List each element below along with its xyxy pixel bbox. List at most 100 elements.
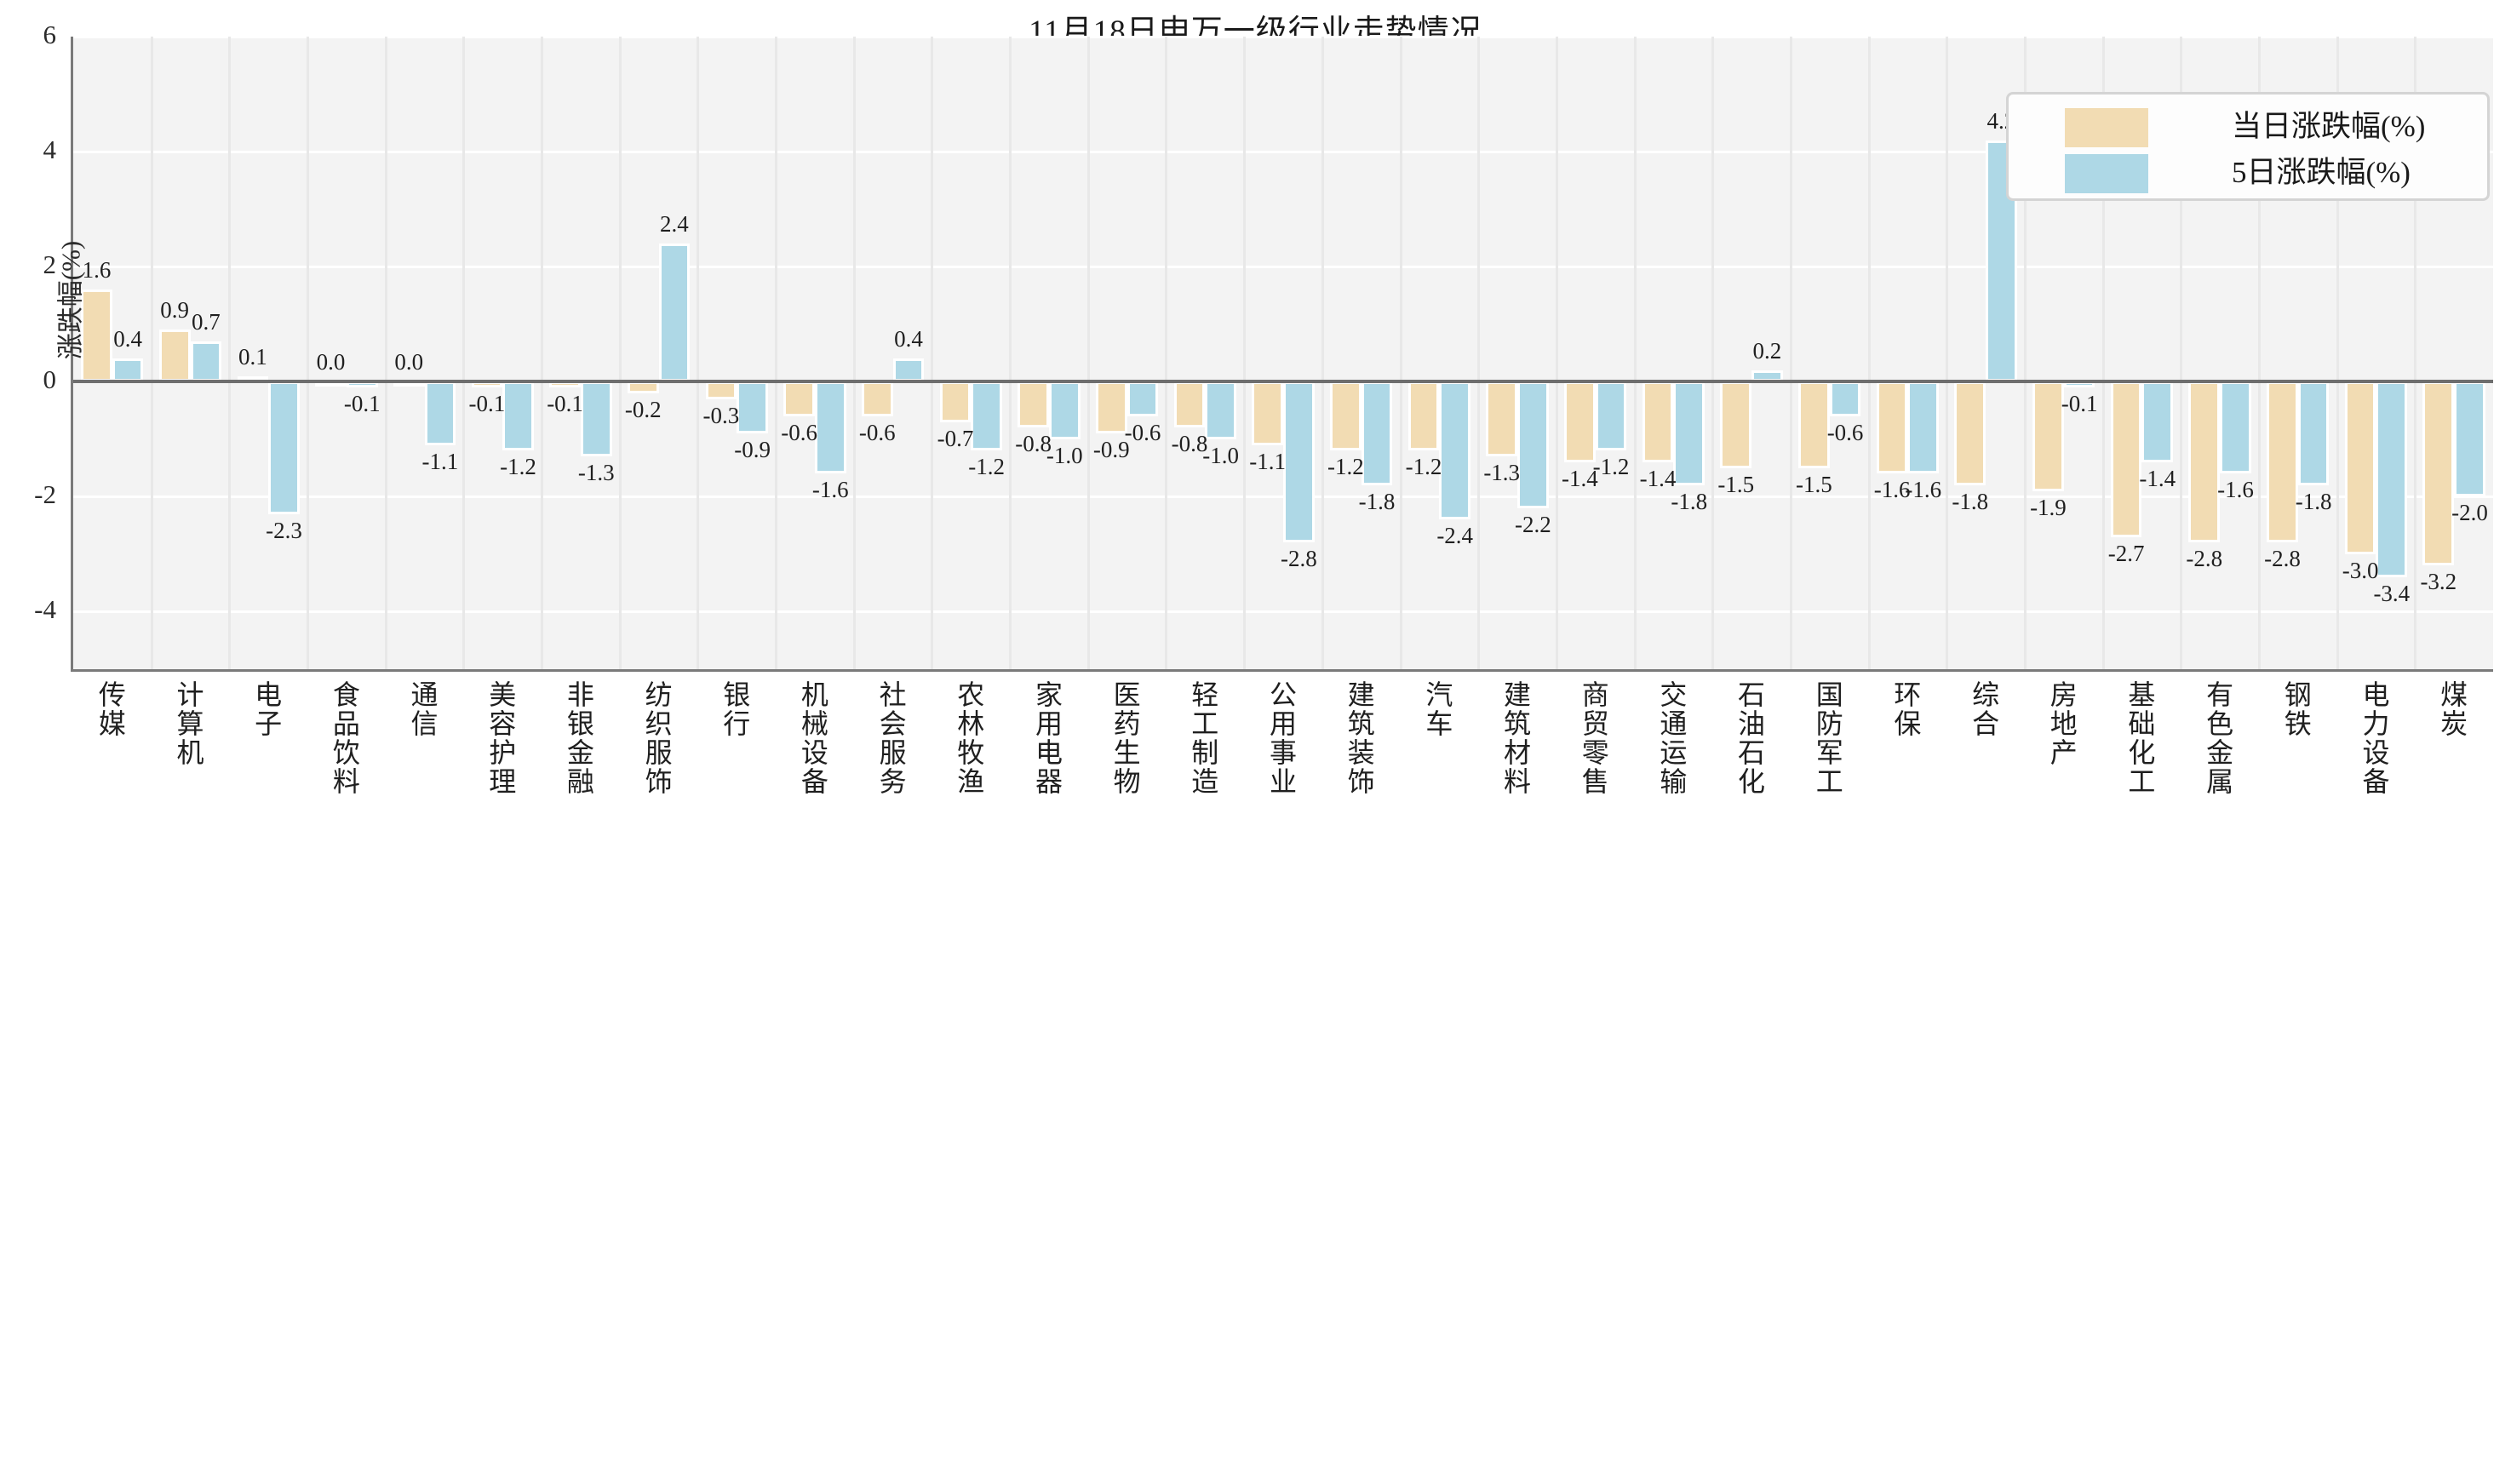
gridline-v [1711, 37, 1715, 669]
bar-value-label: -0.1 [547, 391, 583, 417]
gridline-v [2336, 37, 2339, 669]
bar [705, 381, 737, 399]
gridline-v [775, 37, 778, 669]
gridline-v [541, 37, 544, 669]
bar-value-label: 1.6 [82, 257, 112, 284]
bar [1283, 381, 1315, 543]
gridline-v [2414, 37, 2417, 669]
x-tick-国防军工: 国 防 军 工 [1815, 679, 1843, 797]
bar [2220, 381, 2251, 474]
bar-value-label: 0.0 [316, 349, 346, 375]
bar-value-label: -1.6 [811, 477, 849, 503]
bar [112, 358, 144, 382]
bar [2422, 381, 2455, 566]
legend-label-daily: 当日涨跌幅(%) [2232, 110, 2426, 143]
bar [627, 381, 659, 393]
bar-value-label: -0.6 [1124, 419, 1161, 445]
gridline-v [1555, 37, 1558, 669]
gridline-v [1009, 37, 1012, 669]
bar [1486, 381, 1518, 457]
bar-value-label: -0.1 [343, 391, 381, 417]
bar-value-label: -1.2 [500, 454, 536, 480]
bar [783, 381, 815, 416]
bar-value-label: -0.8 [1015, 431, 1052, 457]
bar-value-label: 0.0 [394, 349, 424, 375]
bar [424, 381, 456, 445]
x-tick-传媒: 传 媒 [98, 679, 126, 739]
gridline-v [697, 37, 700, 669]
bar-value-label: -1.3 [1483, 460, 1521, 486]
bar-value-label: -1.8 [1671, 488, 1708, 514]
bar-value-label: -2.4 [1436, 523, 1474, 549]
bar [892, 358, 925, 382]
bar-value-label: 0.9 [160, 297, 190, 324]
bar-value-label: -2.8 [2264, 546, 2301, 572]
gridline-v [852, 37, 856, 669]
y-tick-4: 4 [43, 135, 57, 165]
bar [2267, 381, 2298, 543]
x-tick-综合: 综 合 [1972, 679, 2000, 739]
bar [1439, 381, 1470, 520]
gridline-v [1399, 37, 1402, 669]
bar-value-label: 0.4 [894, 326, 923, 352]
x-tick-家用电器: 家 用 电 器 [1035, 679, 1063, 797]
bar-value-label: -3.4 [2373, 580, 2411, 606]
bar-value-label: -1.6 [1873, 477, 1911, 503]
bar-value-label: -1.9 [2030, 494, 2067, 520]
legend-swatch-5day [2065, 154, 2148, 193]
bar [1361, 381, 1393, 485]
bar [1564, 381, 1596, 462]
bar-value-label: 0.1 [238, 343, 267, 370]
y-tick--2: -2 [34, 479, 56, 510]
gridline-v [228, 37, 232, 669]
bar [1517, 381, 1549, 508]
gridline-h [73, 610, 2493, 614]
bar-value-label: -0.3 [702, 402, 740, 428]
bar [580, 381, 612, 457]
x-axis-spine [71, 669, 2493, 672]
bar [2344, 381, 2376, 554]
bar-value-label: -2.2 [1514, 511, 1551, 537]
bar-value-label: 0.2 [1752, 337, 1782, 364]
gridline-h [73, 266, 2493, 269]
bar [1907, 381, 1940, 474]
x-tick-轻工制造: 轻 工 制 造 [1191, 679, 1219, 797]
gridline-v [2180, 37, 2183, 669]
bar-value-label: 0.7 [191, 308, 221, 335]
x-tick-非银金融: 非 银 金 融 [566, 679, 594, 797]
bar [2188, 381, 2221, 543]
bar [2454, 381, 2485, 497]
x-tick-钢铁: 钢 铁 [2284, 679, 2312, 739]
gridline-v [2023, 37, 2027, 669]
x-tick-纺织服饰: 纺 织 服 饰 [645, 679, 673, 797]
bar-value-label: -0.6 [1826, 419, 1864, 445]
gridline-v [1867, 37, 1871, 669]
legend-label-5day: 5日涨跌幅(%) [2232, 156, 2411, 189]
bar-value-label: -0.7 [937, 425, 974, 451]
bar-value-label: -0.8 [1171, 431, 1208, 457]
y-tick-2: 2 [43, 249, 57, 280]
bar-value-label: 0.4 [113, 326, 143, 352]
x-tick-建筑材料: 建 筑 材 料 [1504, 679, 1532, 797]
gridline-h [73, 151, 2493, 154]
bar [939, 381, 972, 422]
y-tick-0: 0 [43, 364, 57, 395]
x-tick-煤炭: 煤 炭 [2440, 679, 2468, 739]
gridline-v [618, 37, 622, 669]
bar-value-label: 2.4 [660, 211, 689, 238]
x-tick-社会服务: 社 会 服 务 [879, 679, 907, 797]
x-tick-建筑装饰: 建 筑 装 饰 [1347, 679, 1375, 797]
x-tick-汽车: 汽 车 [1425, 679, 1453, 739]
bar-value-label: -1.2 [1327, 454, 1364, 480]
bar [1798, 381, 1830, 468]
bar-value-label: -2.7 [2107, 540, 2145, 566]
y-axis-title: 涨跌幅(%) [55, 240, 86, 360]
bar [1642, 381, 1674, 462]
bar [1018, 381, 1049, 428]
bar-value-label: -2.0 [2451, 500, 2488, 526]
bar [1720, 381, 1752, 468]
bar-value-label: -1.6 [2217, 477, 2254, 503]
bar-value-label: -2.8 [2186, 546, 2223, 572]
bar-value-label: -0.9 [734, 437, 771, 463]
legend[interactable]: 当日涨跌幅(%) 5日涨跌幅(%) [2006, 92, 2490, 201]
